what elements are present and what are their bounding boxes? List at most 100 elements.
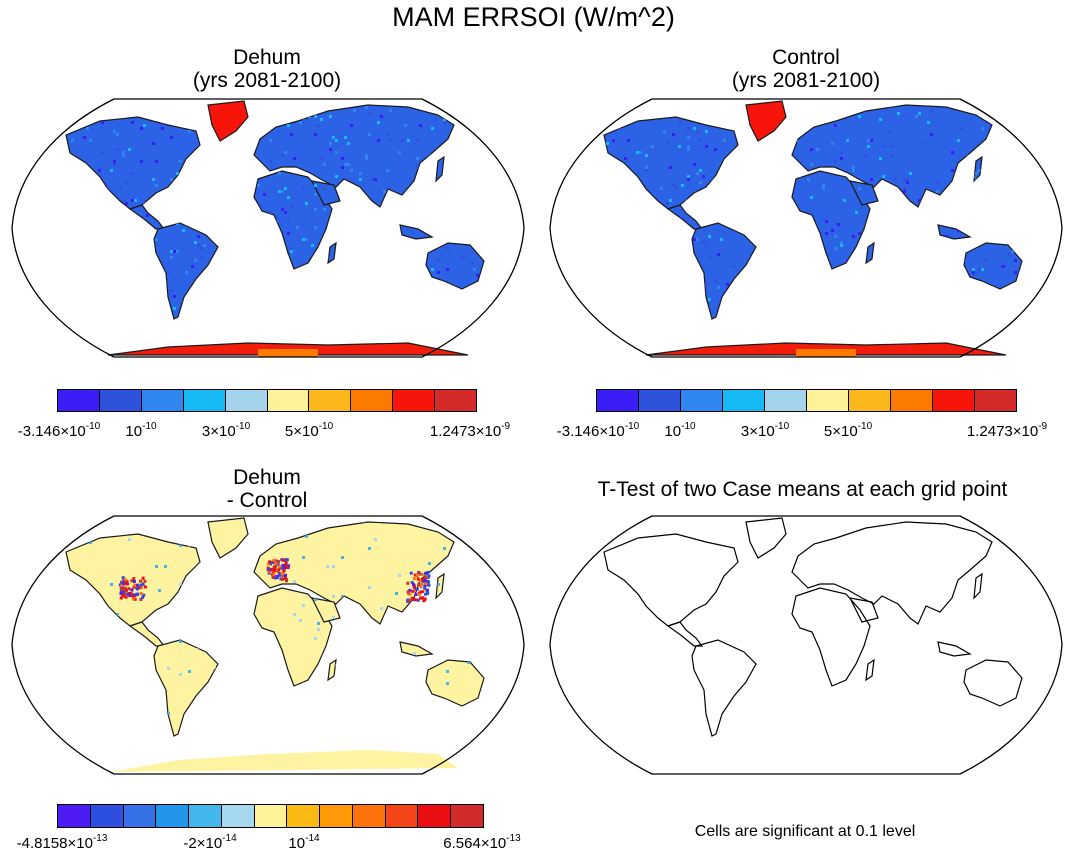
colorbar-swatch [807,390,849,411]
colorbar-swatch [351,390,394,411]
colorbar-swatch [254,805,288,827]
continent-australia [963,659,1023,707]
map-boundary [11,515,525,775]
dehum-title-line2: (yrs 2081-2100) [192,69,342,92]
difference-tick-label: -4.8158×10-13 [16,833,108,852]
continent-northAmerica [603,116,739,210]
antarctic-warm-patch [796,349,856,357]
control-tick-label: 5×10-10 [823,421,873,440]
continent-australia [425,659,485,707]
colorbar-swatch [90,805,124,827]
continent-madagascar [865,241,875,265]
colorbar-swatch [849,390,891,411]
control-tick-label: 3×10-10 [740,421,790,440]
control-panel-title: Control (yrs 2081-2100) [706,46,906,92]
continent-eurasia [791,521,993,625]
dehum-tick-label: 3×10-10 [201,421,251,440]
difference-title-line1: Dehum [233,466,301,489]
colorbar-swatch [723,390,765,411]
continent-arabia [848,597,879,623]
continent-australia [425,242,485,290]
control-tick-label: 10-10 [664,421,696,440]
colorbar-swatch [123,805,157,827]
colorbar-swatch [225,390,268,411]
continent-africa [791,587,871,687]
continent-southAmerica [691,639,757,737]
continent-australia [963,242,1023,290]
continent-greenland [745,517,787,559]
colorbar-swatch [418,805,452,827]
continent-indonesia [399,641,434,657]
map-boundary [549,98,1063,358]
continent-indonesia [937,224,972,240]
continent-southAmerica [691,222,757,320]
dehum-colorbar [57,389,477,412]
dehum-tick-label: 5×10-10 [284,421,334,440]
continent-centralAmerica [666,204,704,230]
map-boundary [549,515,1063,775]
colorbar-swatch [183,390,226,411]
dehum-map [11,98,525,358]
continent-greenland [745,100,787,142]
colorbar-swatch [639,390,681,411]
continent-northAmerica [65,116,201,210]
continent-northAmerica [603,533,739,627]
colorbar-swatch [352,805,386,827]
colorbar-swatch [58,805,91,827]
ttest-map [549,515,1063,775]
continent-arabia [848,180,879,206]
continent-eurasia [253,521,455,625]
difference-title-line2: - Control [226,489,308,512]
colorbar-swatch [141,390,184,411]
continent-centralAmerica [666,621,704,647]
colorbar-swatch [451,805,483,827]
difference-tick-label: -2×10-14 [183,833,237,852]
ttest-panel-title: T-Test of two Case means at each grid po… [540,478,1065,501]
difference-colorbar [57,804,484,828]
colorbar-swatch [189,805,222,827]
control-tick-label: -3.146×10-10 [556,421,640,440]
control-title-line2: (yrs 2081-2100) [731,69,881,92]
colorbar-swatch [975,390,1016,411]
colorbar-swatch [765,390,807,411]
control-tick-label: 1.2473×10-9 [966,421,1048,440]
colorbar-swatch [933,390,975,411]
antarctic-warm-patch [258,349,318,357]
colorbar-swatch [156,805,190,827]
continent-madagascar [327,658,337,682]
continent-arabia [310,180,341,206]
colorbar-swatch [287,805,321,827]
continent-indonesia [937,641,972,657]
continent-madagascar [327,241,337,265]
map-boundary [11,98,525,358]
continent-indonesia [399,224,434,240]
anomaly-cluster [118,576,147,601]
difference-tick-label: 10-14 [288,833,320,852]
anomaly-cluster [266,558,291,583]
continent-centralAmerica [128,621,166,647]
control-colorbar [596,389,1017,412]
colorbar-swatch [393,390,436,411]
continent-greenland [207,100,249,142]
colorbar-swatch [309,390,352,411]
colorbar-swatch [58,390,100,411]
difference-panel-title: Dehum - Control [167,466,367,512]
colorbar-swatch [597,390,639,411]
colorbar-swatch [681,390,723,411]
dehum-tick-label: -3.146×10-10 [17,421,101,440]
colorbar-swatch [320,805,353,827]
difference-tick-label: 6.564×10-13 [443,833,521,852]
colorbar-swatch [891,390,933,411]
dehum-tick-label: 1.2473×10-9 [429,421,511,440]
ttest-title-line1: T-Test of two Case means at each grid po… [597,478,1008,501]
colorbar-swatch [267,390,310,411]
colorbar-swatch [385,805,419,827]
continent-eurasia [253,104,455,208]
dehum-title-line1: Dehum [233,46,301,69]
continent-madagascar [865,658,875,682]
anomaly-cluster [406,570,431,603]
control-title-line1: Control [772,46,840,69]
colorbar-swatch [435,390,477,411]
continent-greenland [207,517,249,559]
continent-japan [973,572,983,600]
